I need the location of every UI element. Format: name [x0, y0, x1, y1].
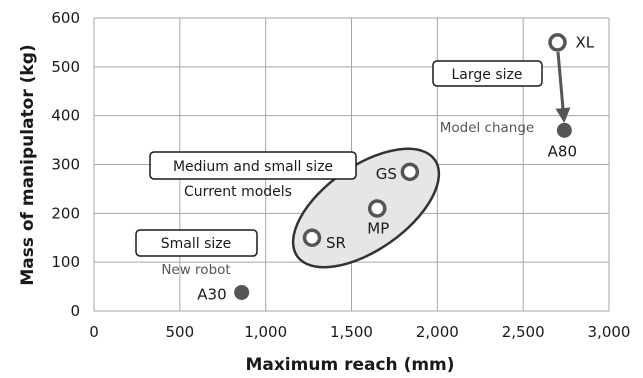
x-tick-label: 500 [166, 323, 195, 341]
new-robot-label: New robot [161, 262, 230, 278]
model-change-arrow [555, 51, 571, 123]
y-tick-label: 400 [51, 107, 80, 125]
point-mp [368, 199, 387, 218]
y-tick-label: 500 [51, 58, 80, 76]
y-tick-label: 100 [51, 253, 80, 271]
large-size-callout: Large size [432, 60, 543, 87]
point-label-sr: SR [326, 234, 346, 252]
point-label-mp: MP [367, 219, 389, 237]
medium-small-size-label: Medium and small size [173, 159, 333, 175]
axis-ticks: 0 500 1,000 1,500 2,000 2,500 3,000 0 100 200 300 4… [51, 9, 630, 341]
x-tick-label: 2,500 [502, 323, 545, 341]
current-models-ellipse [291, 147, 441, 269]
data-points: XL A80 GS MP SR A30 [197, 33, 595, 303]
x-tick-label: 2,000 [416, 323, 459, 341]
point-label-a80: A80 [548, 142, 577, 160]
x-tick-label: 1,500 [330, 323, 373, 341]
point-label-a30: A30 [197, 285, 226, 303]
x-tick-label: 1,000 [244, 323, 287, 341]
point-label-xl: XL [576, 33, 595, 51]
x-axis-title: Maximum reach (mm) [245, 355, 454, 375]
point-a30 [234, 284, 250, 300]
point-xl [548, 33, 567, 52]
point-a80 [556, 122, 572, 138]
medium-small-size-callout: Medium and small size [149, 151, 357, 180]
large-size-label: Large size [452, 67, 523, 83]
y-tick-label: 200 [51, 204, 80, 222]
point-gs [400, 162, 420, 182]
x-tick-label: 0 [89, 323, 99, 341]
current-models-label: Current models [184, 184, 292, 200]
y-tick-label: 0 [70, 302, 80, 320]
x-tick-label: 3,000 [588, 323, 631, 341]
small-size-label: Small size [161, 236, 231, 252]
small-size-callout: Small size [135, 229, 258, 257]
model-change-label: Model change [440, 120, 535, 136]
y-tick-label: 300 [51, 156, 80, 174]
y-axis-title: Mass of manipulator (kg) [18, 44, 38, 285]
point-label-gs: GS [376, 165, 397, 183]
point-sr [302, 228, 322, 247]
y-tick-label: 600 [51, 9, 80, 27]
